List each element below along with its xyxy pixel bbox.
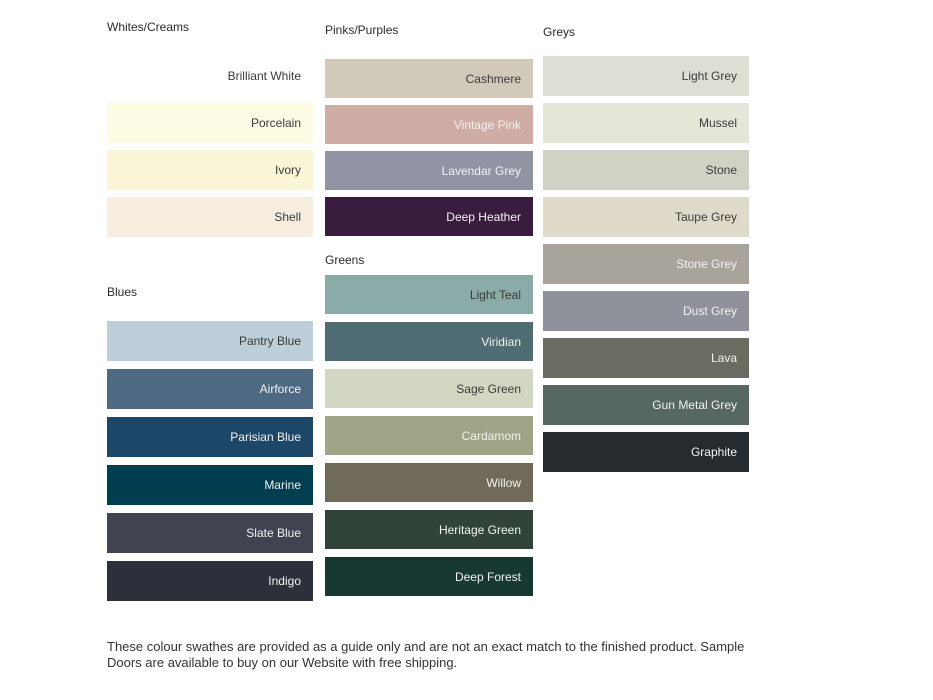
swatch-mussel: Mussel (543, 103, 749, 143)
swatch-label: Lava (710, 351, 737, 365)
swatch-slate-blue: Slate Blue (107, 513, 313, 553)
swatch-label: Parisian Blue (230, 430, 301, 444)
swatch-label: Airforce (259, 382, 301, 396)
section-blues: Blues Pantry Blue Airforce Parisian Blue… (107, 285, 313, 601)
swatch-label: Shell (274, 210, 301, 224)
swatch-label: Viridian (481, 334, 521, 349)
swatch-label: Mussel (698, 116, 737, 130)
swatch-airforce: Airforce (107, 369, 313, 409)
column-pinks-and-greens: Pinks/Purples Cashmere Vintage Pink Lave… (325, 0, 533, 604)
swatch-taupe-grey: Taupe Grey (543, 197, 749, 237)
swatch-vintage-pink: Vintage Pink (325, 105, 533, 144)
section-title-greens: Greens (325, 253, 365, 267)
disclaimer-line-1: These colour swathes are provided as a g… (107, 639, 745, 654)
swatch-gun-metal-grey: Gun Metal Grey (543, 385, 749, 425)
swatch-label: Gun Metal Grey (652, 398, 737, 412)
swatch-deep-heather: Deep Heather (325, 197, 533, 236)
section-title-whites-creams: Whites/Creams (107, 20, 190, 34)
swatch-graphite: Graphite (543, 432, 749, 472)
section-title-blues: Blues (107, 285, 138, 299)
swatch-stone-grey: Stone Grey (543, 244, 749, 284)
swatch-label: Sage Green (456, 381, 521, 396)
swatch-light-teal: Light Teal (325, 275, 533, 314)
swatch-cardamom: Cardamom (325, 416, 533, 455)
swatch-label: Graphite (690, 445, 737, 459)
swatch-label: Porcelain (250, 116, 301, 130)
swatch-label: Light Grey (681, 69, 737, 83)
swatch-label: Taupe Grey (674, 210, 737, 224)
column-whites-and-blues: Whites/Creams Brilliant White Porcelain … (107, 0, 313, 609)
section-title-pinks-purples: Pinks/Purples (325, 23, 399, 37)
swatch-pantry-blue: Pantry Blue (107, 321, 313, 361)
swatch-label: Slate Blue (246, 526, 301, 540)
swatch-label: Pantry Blue (238, 334, 301, 348)
section-whites-creams: Whites/Creams Brilliant White Porcelain … (107, 20, 313, 237)
swatch-label: Heritage Green (438, 522, 521, 537)
swatch-ivory: Ivory (107, 150, 313, 190)
swatch-stone: Stone (543, 150, 749, 190)
swatch-porcelain: Porcelain (107, 103, 313, 143)
swatch-light-grey: Light Grey (543, 56, 749, 96)
section-greens: Greens Light Teal Viridian Sage Green Ca… (325, 253, 533, 596)
swatch-heritage-green: Heritage Green (325, 510, 533, 549)
swatch-cashmere: Cashmere (325, 59, 533, 98)
swatch-label: Stone (705, 163, 737, 177)
section-greys: Greys Light Grey Mussel Stone Taupe Grey… (543, 25, 749, 472)
swatch-label: Dust Grey (682, 304, 737, 318)
disclaimer-line-2: Doors are available to buy on our Websit… (107, 654, 458, 670)
swatch-willow: Willow (325, 463, 533, 502)
disclaimer-text: These colour swathes are provided as a g… (107, 639, 787, 670)
swatch-lava: Lava (543, 338, 749, 378)
swatch-shell: Shell (107, 197, 313, 237)
swatch-label: Willow (486, 475, 521, 490)
swatch-label: Brilliant White (227, 69, 301, 83)
swatch-deep-forest: Deep Forest (325, 557, 533, 596)
swatch-label: Marine (264, 478, 301, 492)
swatch-indigo: Indigo (107, 561, 313, 601)
swatch-label: Cashmere (465, 71, 521, 86)
swatch-lavendar-grey: Lavendar Grey (325, 151, 533, 190)
swatch-label: Light Teal (469, 287, 521, 302)
column-greys: Greys Light Grey Mussel Stone Taupe Grey… (543, 0, 749, 479)
swatch-label: Stone Grey (676, 257, 737, 271)
swatch-brilliant-white: Brilliant White (107, 56, 313, 96)
swatch-sage-green: Sage Green (325, 369, 533, 408)
swatch-label: Ivory (274, 163, 301, 177)
swatch-label: Lavendar Grey (441, 163, 521, 178)
swatch-label: Deep Forest (454, 569, 521, 584)
section-title-greys: Greys (543, 25, 576, 39)
swatch-label: Cardamom (461, 428, 521, 443)
swatch-viridian: Viridian (325, 322, 533, 361)
swatch-parisian-blue: Parisian Blue (107, 417, 313, 457)
swatch-dust-grey: Dust Grey (543, 291, 749, 331)
swatch-marine: Marine (107, 465, 313, 505)
swatch-label: Vintage Pink (453, 117, 521, 132)
section-pinks-purples: Pinks/Purples Cashmere Vintage Pink Lave… (325, 23, 533, 236)
swatch-label: Deep Heather (446, 209, 521, 224)
swatch-label: Indigo (268, 574, 301, 588)
